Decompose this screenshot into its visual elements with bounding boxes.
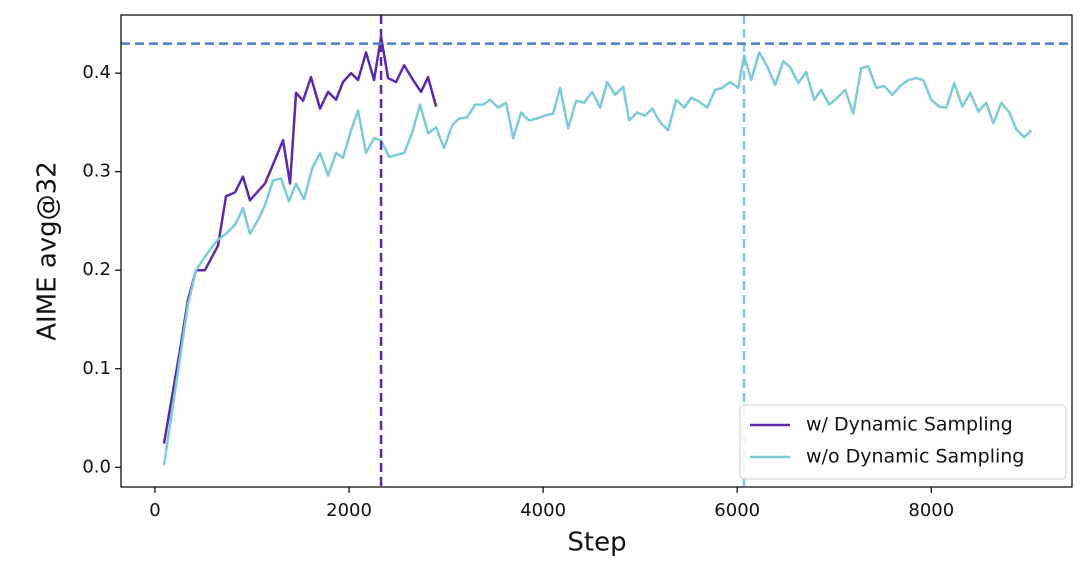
- legend-box: [739, 404, 1067, 480]
- x-tick-label: 0: [149, 500, 160, 521]
- y-tick-label: 0.2: [82, 259, 111, 280]
- x-tick-label: 8000: [908, 500, 954, 521]
- x-axis-label: Step: [567, 528, 626, 558]
- line-series: [162, 35, 438, 444]
- x-tick-label: 4000: [520, 500, 566, 521]
- y-tick-label: 0.3: [82, 161, 111, 182]
- x-tick-label: 2000: [326, 500, 372, 521]
- plot-frame: [120, 14, 1073, 488]
- y-axis-label: AIME avg@32: [33, 161, 63, 341]
- y-tick-label: 0.1: [82, 358, 111, 379]
- legend-label: w/o Dynamic Sampling: [806, 446, 1024, 468]
- line-series: [162, 51, 1033, 466]
- x-tick-label: 6000: [714, 500, 760, 521]
- y-tick-label: 0.4: [82, 62, 111, 83]
- legend-label: w/ Dynamic Sampling: [806, 414, 1013, 436]
- y-tick-label: 0.0: [82, 456, 111, 477]
